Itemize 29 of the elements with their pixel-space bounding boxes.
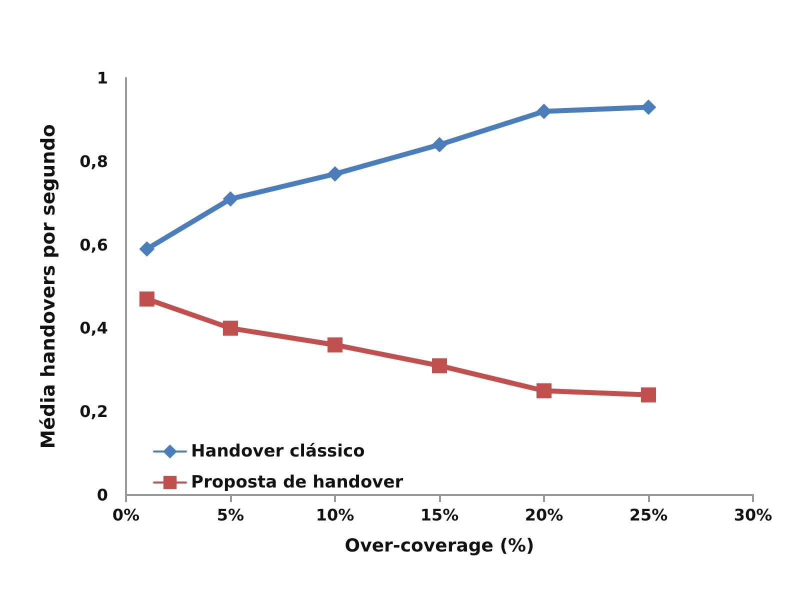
point bbox=[223, 191, 238, 206]
point bbox=[641, 387, 656, 402]
point bbox=[432, 358, 447, 374]
x-tick-label: 25% bbox=[629, 506, 668, 524]
x-tick-label: 10% bbox=[316, 506, 354, 524]
x-axis-title: Over-coverage (%) bbox=[344, 536, 534, 556]
x-tick-label: 5% bbox=[216, 506, 244, 524]
x-tick-label: 15% bbox=[420, 506, 459, 524]
x-tick-label: 20% bbox=[524, 506, 564, 524]
point bbox=[328, 337, 342, 352]
point bbox=[432, 137, 447, 152]
y-tick-label: 0,4 bbox=[80, 318, 108, 338]
legend-label: Handover clássico bbox=[191, 442, 365, 462]
point bbox=[536, 104, 552, 119]
point bbox=[223, 320, 238, 336]
y-tick-label: 0,6 bbox=[80, 235, 108, 254]
point bbox=[641, 100, 656, 115]
x-tick-label: 30% bbox=[734, 506, 772, 524]
y-axis-title: Média handovers por segundo bbox=[38, 124, 60, 449]
y-tick-label: 0 bbox=[96, 486, 108, 504]
point bbox=[536, 383, 552, 398]
y-tick-label: 1 bbox=[96, 68, 108, 88]
point bbox=[328, 166, 342, 182]
point bbox=[139, 292, 154, 307]
x-tick-label: 0% bbox=[112, 506, 140, 524]
y-tick-label: 0,8 bbox=[80, 152, 108, 171]
y-tick-label: 0,2 bbox=[80, 402, 108, 422]
legend-label: Proposta de handover bbox=[191, 472, 404, 492]
point bbox=[139, 241, 154, 256]
